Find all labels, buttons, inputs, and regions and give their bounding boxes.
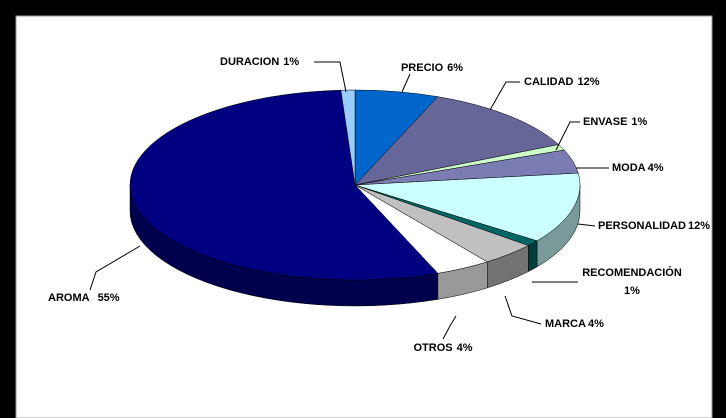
data-label: PRECIO 6% [401,62,463,74]
label-name: CALIDAD [524,76,574,88]
data-label: PERSONALIDAD 12% [598,220,710,232]
label-name: DURACION [220,56,279,68]
leader-line [504,295,542,325]
label-name: ENVASE [583,116,627,128]
pie-slice-side [528,240,538,272]
label-value: 1% [283,56,299,68]
label-name: MODA [612,162,646,174]
pie-slice [354,172,581,242]
label-name: OTROS [413,342,452,354]
pie-slice [354,96,560,186]
data-label: DURACION 1% [220,56,299,68]
leader-line [401,73,411,93]
label-name: PERSONALIDAD [598,220,686,232]
label-value: 6% [447,62,463,74]
leader-line [555,121,580,151]
pie-slice [129,89,439,281]
leader-line [314,61,347,93]
pie-tops [129,89,581,281]
pie-slice [340,89,356,186]
label-value: 4% [457,342,473,354]
label-name: AROMA [48,292,90,304]
data-label: RECOMENDACIÓN [582,266,682,279]
data-label: 1% [624,285,640,297]
data-label: AROMA 55% [48,292,120,304]
leader-line [89,245,141,291]
label-value: 55% [98,292,120,304]
data-label: ENVASE 1% [583,116,648,128]
label-name: MARCA [545,318,586,330]
data-label: OTROS 4% [413,342,472,354]
label-value: 1% [631,116,647,128]
label-value: 4% [588,318,604,330]
data-label: MODA 4% [612,162,664,174]
label-value: 12% [578,76,600,88]
leader-line [577,223,596,227]
data-label: CALIDAD 12% [524,76,600,88]
label-name: PRECIO [401,62,444,74]
leader-line [442,315,457,340]
leader-line [489,81,520,111]
label-value: 4% [648,162,664,174]
data-label: MARCA 4% [545,318,604,330]
label-value: 12% [688,220,710,232]
